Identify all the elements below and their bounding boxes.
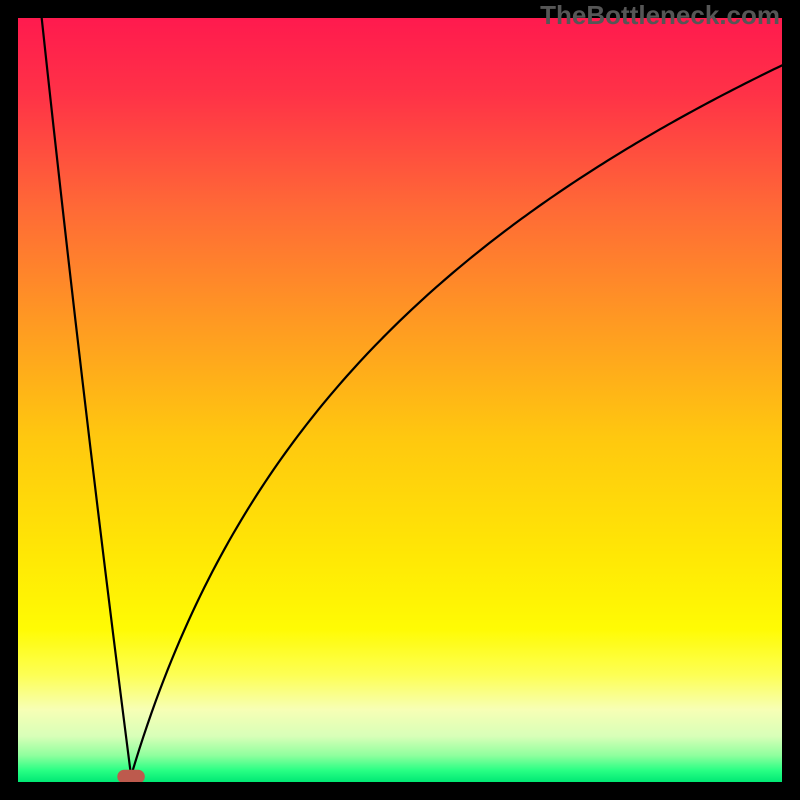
notch-marker [117,770,145,782]
plot-area [18,18,782,782]
watermark-text: TheBottleneck.com [540,0,780,31]
curve-layer [18,18,782,782]
chart-container: TheBottleneck.com [0,0,800,800]
